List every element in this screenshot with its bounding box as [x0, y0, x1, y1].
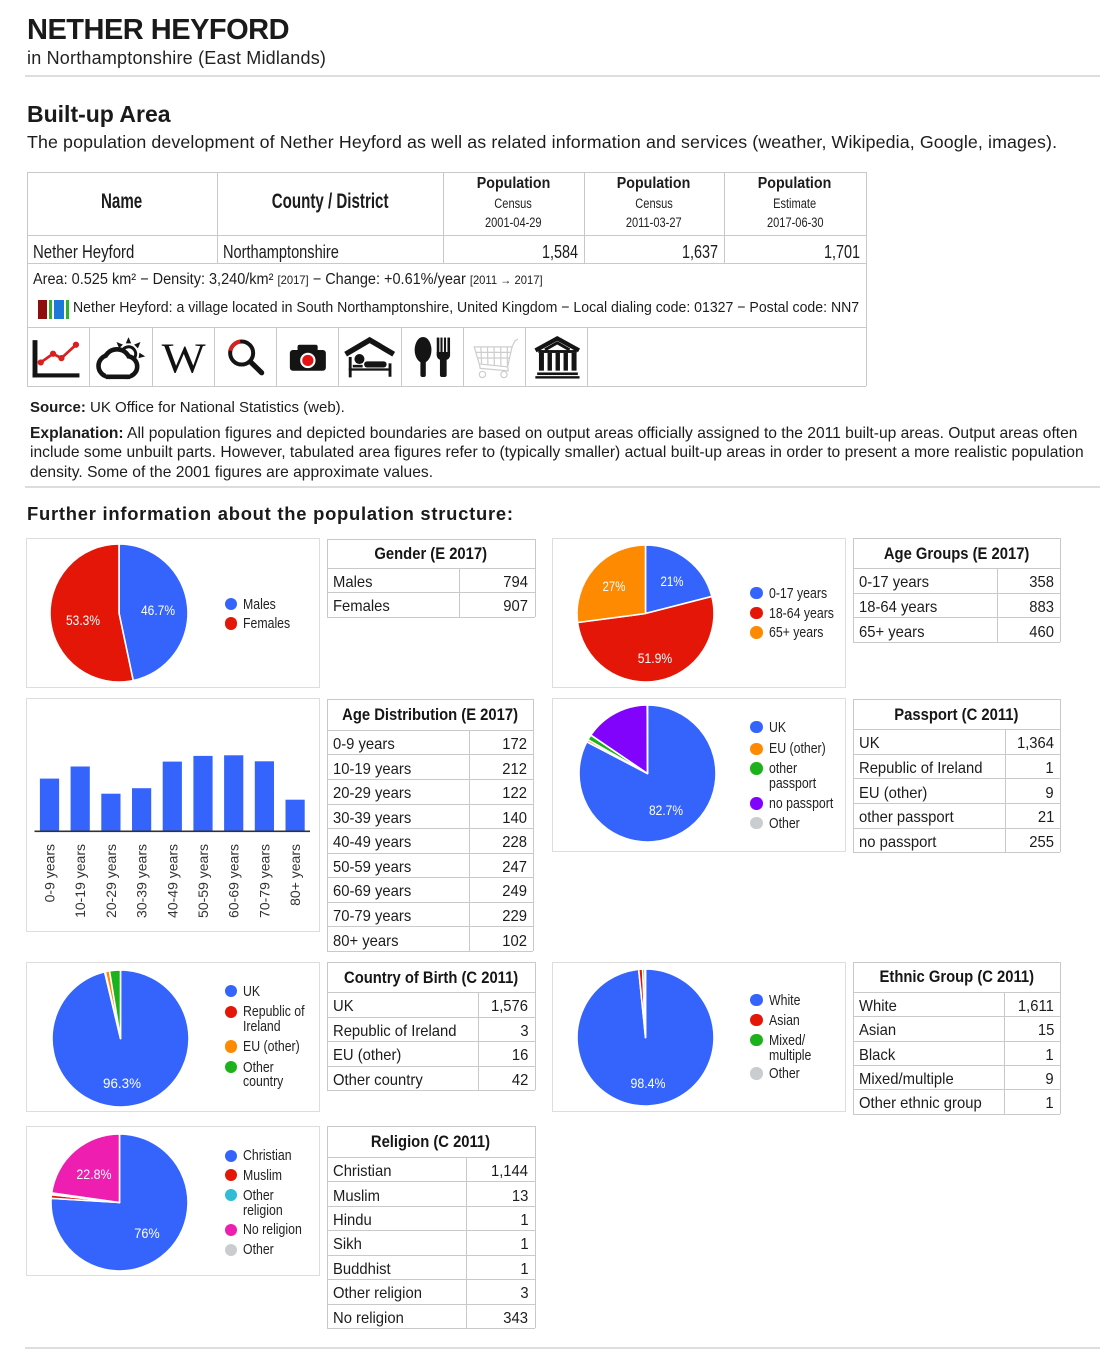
- svg-text:40-49 years: 40-49 years: [164, 844, 180, 918]
- svg-text:80+ years: 80+ years: [287, 844, 303, 906]
- svg-text:30-39 years: 30-39 years: [134, 844, 150, 918]
- svg-text:53.3%: 53.3%: [66, 612, 100, 627]
- svg-text:0-9 years: 0-9 years: [42, 844, 58, 902]
- svg-text:50-59 years: 50-59 years: [195, 844, 211, 918]
- svg-text:98.4%: 98.4%: [630, 1075, 665, 1090]
- svg-text:51.9%: 51.9%: [638, 650, 672, 665]
- svg-text:20-29 years: 20-29 years: [103, 844, 119, 918]
- svg-text:60-69 years: 60-69 years: [226, 844, 242, 918]
- svg-text:82.7%: 82.7%: [649, 803, 683, 818]
- svg-text:W: W: [161, 336, 206, 383]
- svg-text:21%: 21%: [661, 573, 684, 588]
- svg-text:76%: 76%: [134, 1225, 159, 1240]
- svg-text:27%: 27%: [603, 579, 626, 594]
- svg-text:22.8%: 22.8%: [76, 1166, 111, 1181]
- svg-text:46.7%: 46.7%: [141, 603, 175, 618]
- svg-text:96.3%: 96.3%: [103, 1075, 141, 1090]
- svg-text:10-19 years: 10-19 years: [72, 844, 88, 918]
- svg-text:70-79 years: 70-79 years: [256, 844, 272, 918]
